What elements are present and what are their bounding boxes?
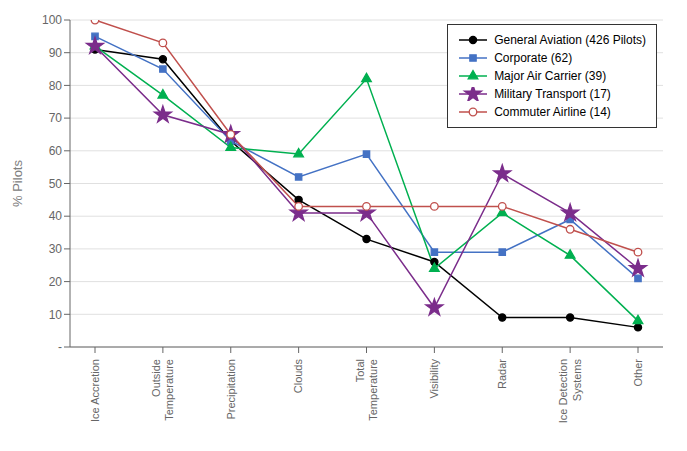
svg-text:30: 30	[49, 242, 63, 256]
svg-text:Other: Other	[632, 359, 644, 387]
html-text:Corporate (62): Corporate (62)	[494, 51, 573, 65]
svg-text:50: 50	[49, 177, 63, 191]
svg-text:-: -	[58, 340, 62, 354]
svg-text:80: 80	[49, 79, 63, 93]
svg-text:TotalTemperature: TotalTemperature	[354, 359, 379, 421]
svg-text:20: 20	[49, 275, 63, 289]
svg-text:% Pilots: % Pilots	[10, 160, 25, 207]
svg-text:Precipitation: Precipitation	[225, 359, 237, 420]
html-text:Commuter Airline (14): Commuter Airline (14)	[494, 105, 611, 119]
svg-text:OutsideTemperature: OutsideTemperature	[150, 359, 175, 421]
html-text:Major Air Carrier (39): Major Air Carrier (39)	[494, 69, 607, 83]
html-text:General Aviation (426 Pilots): General Aviation (426 Pilots)	[494, 33, 646, 47]
svg-text:60: 60	[49, 144, 63, 158]
svg-text:Visibility: Visibility	[428, 359, 440, 399]
svg-text:70: 70	[49, 111, 63, 125]
svg-text:40: 40	[49, 209, 63, 223]
svg-text:10: 10	[49, 308, 63, 322]
svg-text:Ice Accretion: Ice Accretion	[89, 359, 101, 422]
svg-text:90: 90	[49, 46, 63, 60]
svg-text:100: 100	[42, 13, 62, 27]
svg-text:Clouds: Clouds	[292, 359, 304, 394]
html-text:Military Transport (17): Military Transport (17)	[494, 87, 611, 101]
svg-text:Ice DetectionSystems: Ice DetectionSystems	[557, 359, 582, 424]
svg-text:Radar: Radar	[496, 359, 508, 389]
